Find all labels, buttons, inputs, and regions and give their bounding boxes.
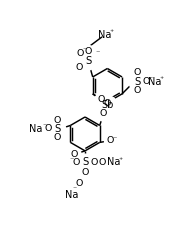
Text: ⁺: ⁺ xyxy=(159,75,163,84)
Text: O: O xyxy=(54,132,61,141)
Text: O: O xyxy=(44,124,52,133)
Text: S: S xyxy=(85,56,91,66)
Text: O: O xyxy=(98,158,106,167)
Text: O: O xyxy=(71,150,78,159)
Text: ⁻: ⁻ xyxy=(113,134,117,143)
Text: S: S xyxy=(54,123,60,133)
Text: O: O xyxy=(75,63,83,72)
Text: O: O xyxy=(104,99,111,108)
Text: O: O xyxy=(84,47,92,56)
Text: O: O xyxy=(81,168,89,177)
Text: ⁻: ⁻ xyxy=(148,75,153,84)
Text: ⁻: ⁻ xyxy=(69,155,73,164)
Text: ⁻: ⁻ xyxy=(42,122,46,131)
Text: ⁻: ⁻ xyxy=(95,49,100,58)
Text: Na: Na xyxy=(29,123,43,133)
Text: ⁻: ⁻ xyxy=(73,184,77,193)
Text: Na: Na xyxy=(107,157,120,167)
Text: O: O xyxy=(76,179,83,188)
Text: O: O xyxy=(143,77,150,86)
Text: O: O xyxy=(54,116,61,125)
Text: Sb: Sb xyxy=(101,100,113,110)
Text: Na: Na xyxy=(64,190,78,200)
Text: S: S xyxy=(134,77,141,87)
Text: ⁺: ⁺ xyxy=(118,156,122,165)
Text: O: O xyxy=(77,49,84,58)
Text: O: O xyxy=(107,136,114,145)
Text: Na: Na xyxy=(98,30,111,40)
Text: O: O xyxy=(134,68,141,77)
Text: S: S xyxy=(82,157,88,167)
Text: ⁻: ⁻ xyxy=(82,46,86,55)
Text: O: O xyxy=(97,95,104,104)
Text: O: O xyxy=(100,109,107,118)
Text: ⁺: ⁺ xyxy=(109,28,113,37)
Text: O: O xyxy=(134,86,141,95)
Text: Na: Na xyxy=(148,77,161,87)
Text: O: O xyxy=(91,158,98,167)
Text: O: O xyxy=(72,158,80,167)
